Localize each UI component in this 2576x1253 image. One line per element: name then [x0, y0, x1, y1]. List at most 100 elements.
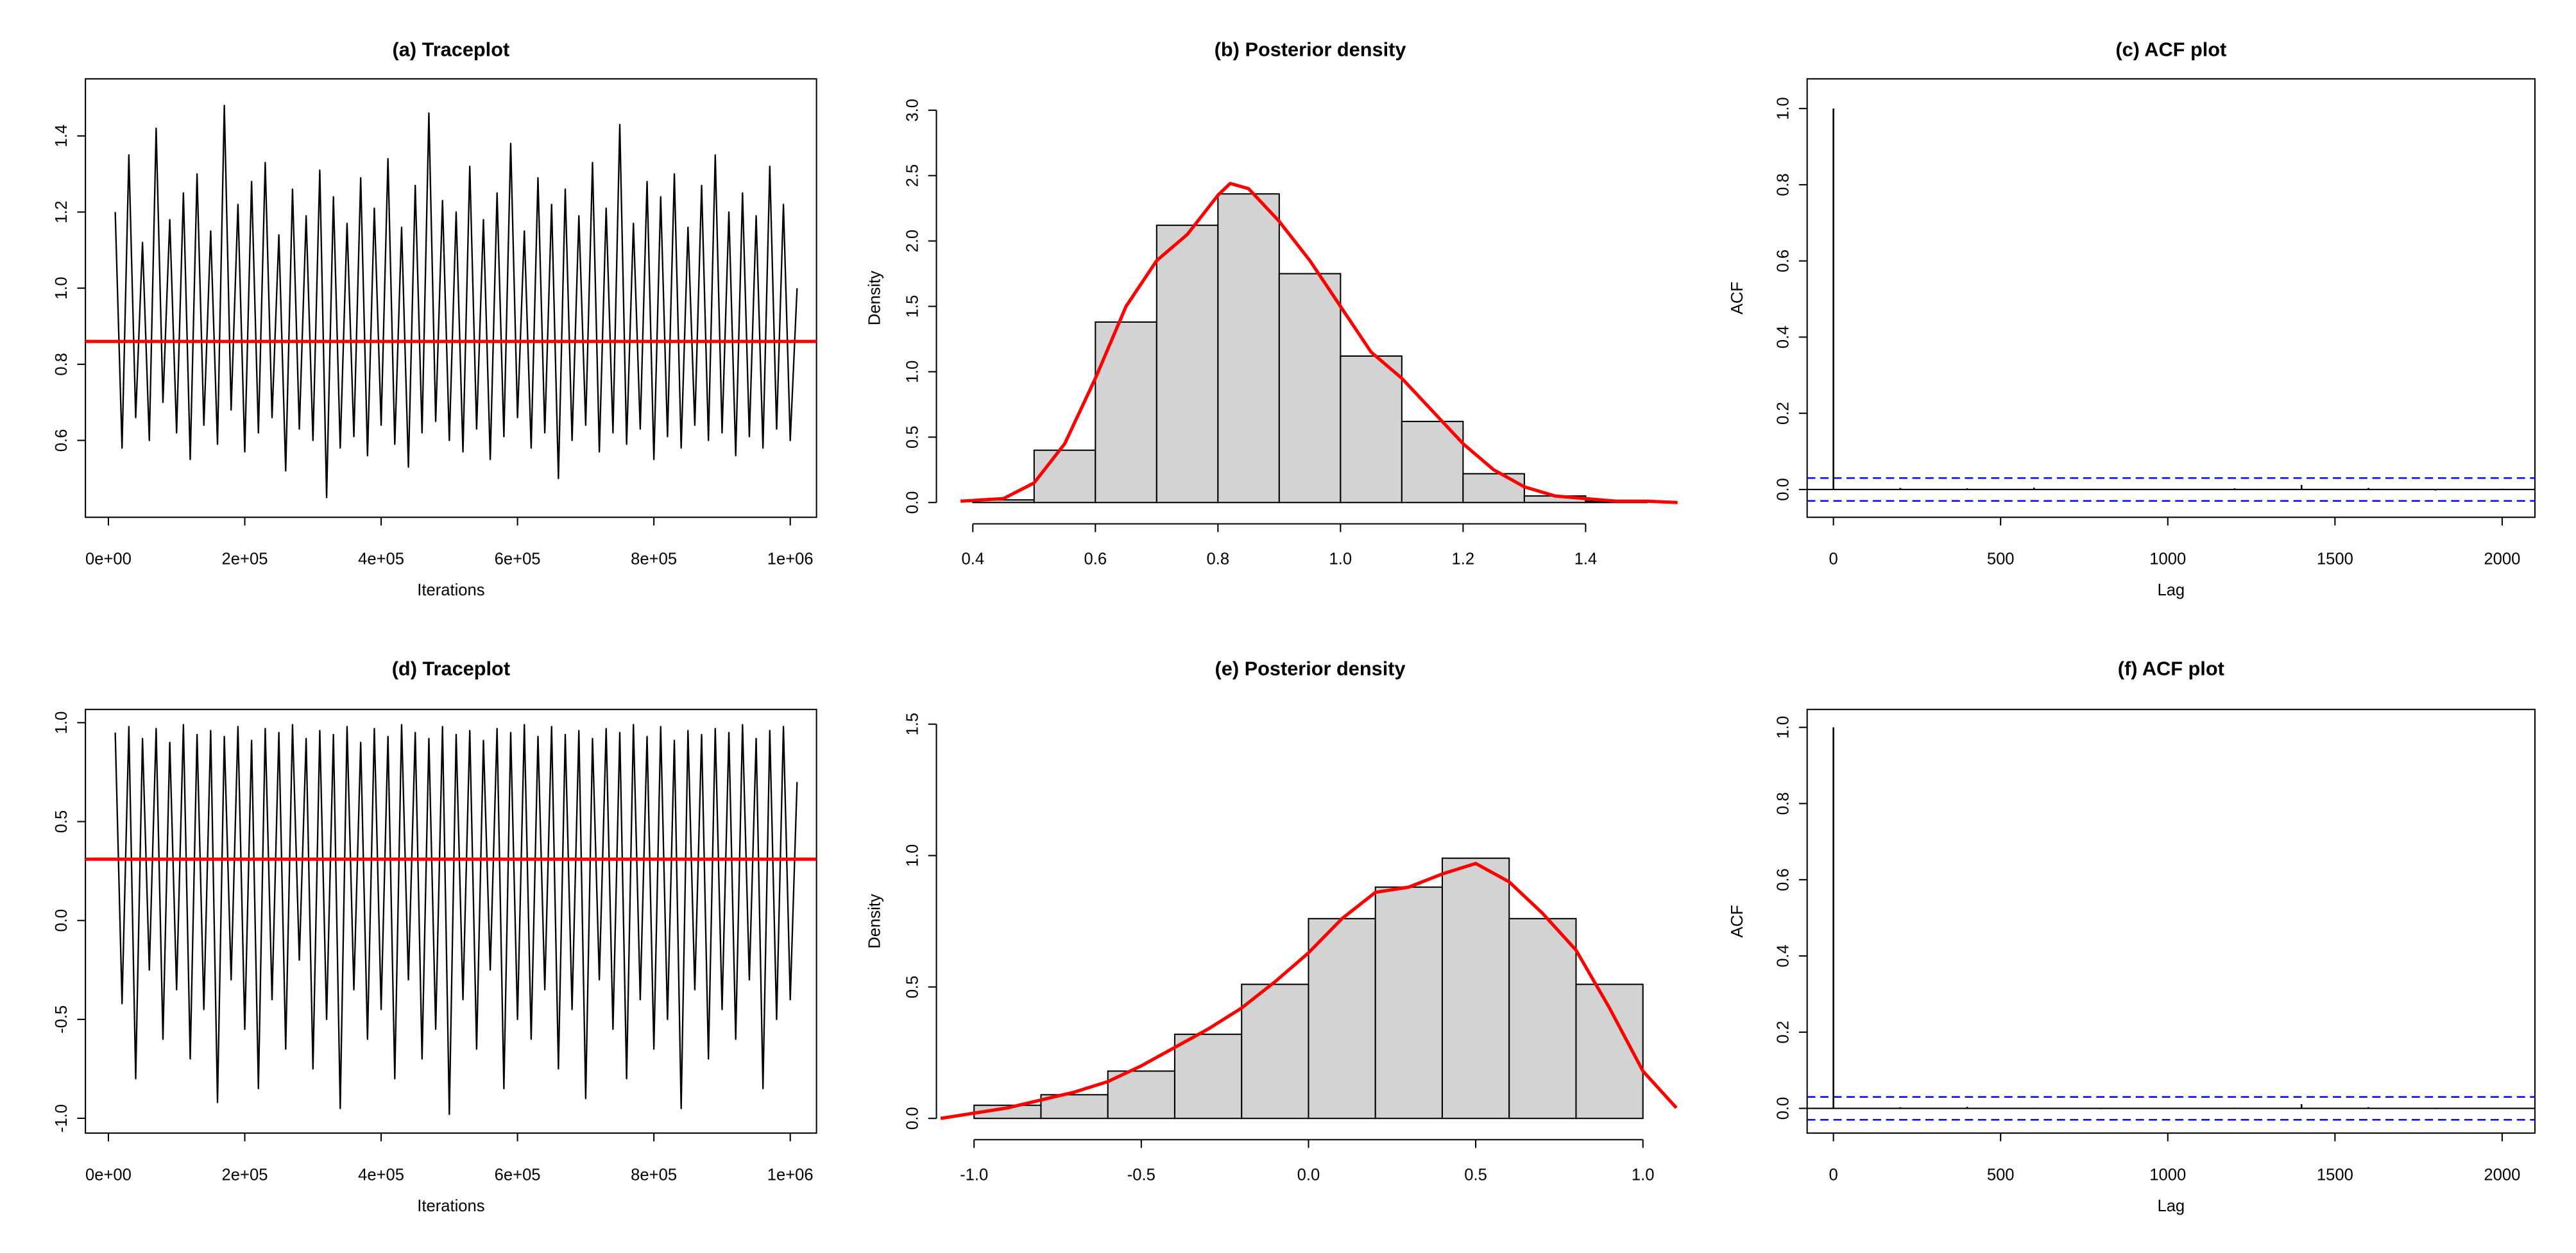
- x-tick-label: 2000: [2484, 550, 2520, 568]
- y-tick-label: 0.2: [1775, 1021, 1793, 1044]
- y-tick-label: 0.5: [903, 426, 921, 449]
- x-axis-label: Iterations: [417, 581, 484, 599]
- histogram-bar: [1217, 193, 1280, 504]
- x-tick-label: 1000: [2149, 550, 2186, 568]
- x-tick-label: 1500: [2317, 1166, 2353, 1184]
- y-tick-label: -0.5: [53, 1005, 71, 1034]
- x-tick-label: -0.5: [1127, 1166, 1156, 1184]
- panel-title: (a) Traceplot: [393, 38, 510, 60]
- y-tick-label: 1.2: [53, 201, 71, 224]
- y-axis-label: ACF: [1728, 905, 1746, 937]
- y-axis-label: Density: [866, 894, 884, 949]
- y-tick-label: 1.5: [903, 713, 921, 736]
- x-tick-label: 1.2: [1452, 550, 1475, 568]
- x-axis-label: Lag: [2157, 1197, 2185, 1215]
- plot-box: [85, 78, 817, 518]
- y-tick-label: 0.5: [903, 976, 921, 999]
- y-tick-label: 1.0: [1775, 716, 1793, 739]
- x-axis-label: Iterations: [417, 1197, 484, 1215]
- x-tick-label: 2e+05: [222, 550, 268, 568]
- x-tick-label: 1000: [2149, 1166, 2186, 1184]
- y-tick-label: 0.8: [1775, 173, 1793, 196]
- y-tick-label: -1.0: [53, 1104, 71, 1132]
- panel-title: (f) ACF plot: [2118, 657, 2224, 679]
- y-tick-label: 0.6: [1775, 868, 1793, 891]
- y-tick-label: 0.0: [903, 491, 921, 514]
- x-tick-label: 1.4: [1574, 550, 1598, 568]
- histogram-bar: [1033, 449, 1096, 504]
- x-tick-label: 0e+00: [85, 1166, 132, 1184]
- x-tick-label: 6e+05: [495, 550, 541, 568]
- x-tick-label: -1.0: [960, 1166, 988, 1184]
- histogram-bar: [1462, 473, 1525, 504]
- y-tick-label: 0.5: [53, 810, 71, 833]
- trace-line: [114, 724, 798, 1116]
- y-tick-label: 1.0: [53, 277, 71, 300]
- x-tick-label: 0.8: [1207, 550, 1230, 568]
- y-tick-label: 0.6: [1775, 250, 1793, 273]
- y-tick-label: 0.0: [53, 909, 71, 932]
- plot-box: [1806, 708, 2536, 1134]
- x-tick-label: 0.6: [1084, 550, 1107, 568]
- panel-title: (e) Posterior density: [1215, 657, 1406, 679]
- x-tick-label: 1.0: [1632, 1166, 1655, 1184]
- y-tick-label: 1.5: [903, 295, 921, 318]
- y-tick-label: 2.5: [903, 164, 921, 187]
- plot-box: [1806, 78, 2536, 518]
- y-tick-label: 0.0: [1775, 478, 1793, 501]
- x-axis-label: Lag: [2157, 581, 2185, 599]
- y-tick-label: 3.0: [903, 99, 921, 122]
- plot-box: [85, 708, 817, 1134]
- histogram-bar: [1241, 984, 1309, 1120]
- x-tick-label: 2e+05: [222, 1166, 268, 1184]
- trace-line: [114, 105, 798, 499]
- density-curve: [960, 182, 1678, 504]
- panel-title: (c) ACF plot: [2115, 38, 2226, 60]
- x-tick-label: 0.4: [961, 550, 984, 568]
- x-tick-label: 0: [1829, 1166, 1838, 1184]
- histogram-bar: [1156, 225, 1219, 504]
- x-tick-label: 0.5: [1464, 1166, 1487, 1184]
- x-tick-label: 4e+05: [358, 1166, 404, 1184]
- x-tick-label: 1500: [2317, 550, 2353, 568]
- histogram-bar: [1374, 886, 1443, 1120]
- histogram-bar: [1508, 917, 1577, 1120]
- panel-title: (b) Posterior density: [1215, 38, 1406, 60]
- x-tick-label: 6e+05: [495, 1166, 541, 1184]
- x-tick-label: 8e+05: [631, 1166, 677, 1184]
- x-tick-label: 500: [1987, 1166, 2015, 1184]
- histogram-bar: [1278, 273, 1342, 504]
- histogram-bar: [1340, 355, 1403, 504]
- y-tick-label: 0.6: [53, 429, 71, 452]
- x-tick-label: 4e+05: [358, 550, 404, 568]
- x-tick-label: 1e+06: [767, 1166, 814, 1184]
- y-tick-label: 0.2: [1775, 402, 1793, 425]
- density-curve: [940, 862, 1678, 1120]
- x-tick-label: 2000: [2484, 1166, 2520, 1184]
- y-axis-label: Density: [866, 271, 884, 326]
- y-tick-label: 0.8: [1775, 792, 1793, 815]
- y-tick-label: 0.4: [1775, 326, 1793, 349]
- histogram-bar: [1095, 321, 1157, 504]
- y-tick-label: 0.4: [1775, 944, 1793, 967]
- histogram-bar: [1308, 917, 1376, 1120]
- x-tick-label: 0e+00: [85, 550, 132, 568]
- x-tick-label: 1e+06: [767, 550, 814, 568]
- y-tick-label: 1.0: [1775, 97, 1793, 120]
- x-tick-label: 8e+05: [631, 550, 677, 568]
- y-tick-label: 1.0: [53, 712, 71, 735]
- y-tick-label: 0.0: [903, 1107, 921, 1130]
- y-tick-label: 2.0: [903, 230, 921, 253]
- y-tick-label: 1.0: [903, 844, 921, 867]
- y-axis-label: ACF: [1728, 282, 1746, 314]
- x-tick-label: 0: [1829, 550, 1838, 568]
- x-tick-label: 1.0: [1329, 550, 1352, 568]
- y-tick-label: 1.4: [53, 124, 71, 148]
- y-tick-label: 0.8: [53, 353, 71, 376]
- y-tick-label: 1.0: [903, 361, 921, 384]
- histogram-bar: [1173, 1034, 1243, 1120]
- histogram-bar: [1441, 857, 1510, 1120]
- y-tick-label: 0.0: [1775, 1097, 1793, 1120]
- x-tick-label: 500: [1987, 550, 2015, 568]
